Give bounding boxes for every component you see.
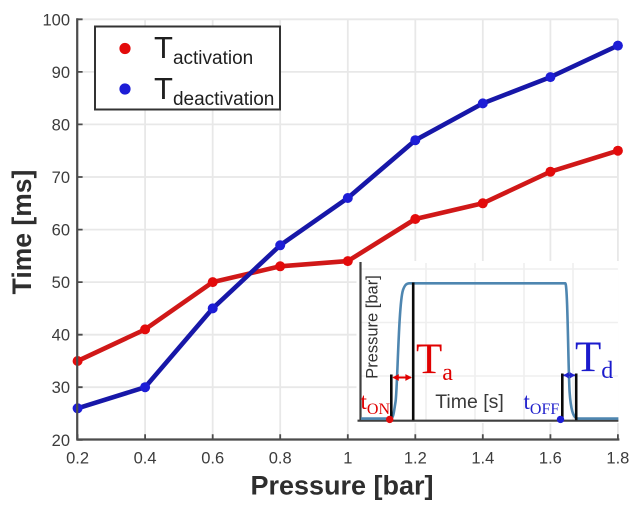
svg-text:0.2: 0.2 [66, 450, 89, 468]
svg-text:30: 30 [52, 379, 70, 397]
svg-text:1.8: 1.8 [606, 450, 629, 468]
svg-text:1.6: 1.6 [539, 450, 562, 468]
svg-text:Pressure [bar]: Pressure [bar] [250, 471, 433, 501]
svg-text:1.2: 1.2 [404, 450, 427, 468]
svg-text:70: 70 [52, 169, 70, 187]
svg-text:1.4: 1.4 [471, 450, 494, 468]
svg-text:Time [ms]: Time [ms] [7, 170, 37, 295]
svg-text:0.6: 0.6 [201, 450, 224, 468]
svg-text:50: 50 [52, 274, 70, 292]
svg-text:Time [s]: Time [s] [435, 391, 504, 413]
svg-text:40: 40 [52, 327, 70, 345]
svg-text:20: 20 [52, 432, 70, 450]
svg-text:80: 80 [52, 116, 70, 134]
svg-text:Pressure [bar]: Pressure [bar] [364, 275, 382, 379]
svg-text:Td: Td [575, 334, 613, 384]
svg-text:0.8: 0.8 [269, 450, 292, 468]
svg-text:100: 100 [42, 11, 70, 29]
svg-text:0.4: 0.4 [134, 450, 157, 468]
svg-text:1: 1 [343, 450, 352, 468]
svg-text:60: 60 [52, 222, 70, 240]
svg-text:90: 90 [52, 64, 70, 82]
